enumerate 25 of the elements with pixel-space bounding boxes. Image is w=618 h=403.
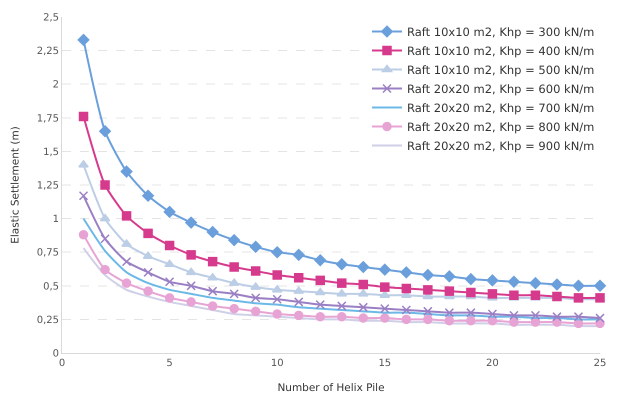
x-tick-label: 10 — [270, 358, 284, 369]
y-tick-label: 0,25 — [36, 314, 59, 326]
y-tick-label: 0 — [52, 348, 59, 360]
legend-label: Raft 10x10 m2, Khp = 400 kN/m — [407, 44, 594, 58]
legend-label: Raft 20x20 m2, Khp = 800 kN/m — [407, 120, 594, 134]
y-tick-label: 1,5 — [43, 146, 59, 158]
legend-label: Raft 20x20 m2, Khp = 700 kN/m — [407, 100, 594, 115]
legend-label: Raft 20x20 m2, Khp = 600 kN/m — [407, 82, 594, 96]
y-tick-label: 1,75 — [36, 113, 59, 124]
x-tick-label: 20 — [486, 358, 499, 369]
y-axis-title: Elastic Settlement (m) — [10, 126, 22, 244]
y-tick-label: 1,25 — [36, 180, 59, 192]
y-tick-label: 2,25 — [36, 46, 59, 58]
x-tick-label: 25 — [594, 358, 606, 369]
y-tick-label: 0,75 — [36, 248, 59, 259]
y-tick-label: 0,5 — [43, 281, 59, 292]
y-tick-label: 2 — [52, 80, 59, 91]
legend-label: Raft 20x20 m2, Khp = 900 kN/m — [407, 138, 594, 153]
legend-label: Raft 10x10 m2, Khp = 500 kN/m — [407, 62, 594, 77]
y-tick-label: 1 — [52, 214, 59, 226]
x-tick-label: 5 — [166, 358, 173, 369]
y-tick-label: 2,5 — [43, 12, 59, 24]
legend-label: Raft 10x10 m2, Khp = 300 kN/m — [407, 24, 594, 39]
x-axis-title: Number of Helix Pile — [277, 382, 385, 394]
x-tick-label: 15 — [378, 358, 392, 369]
